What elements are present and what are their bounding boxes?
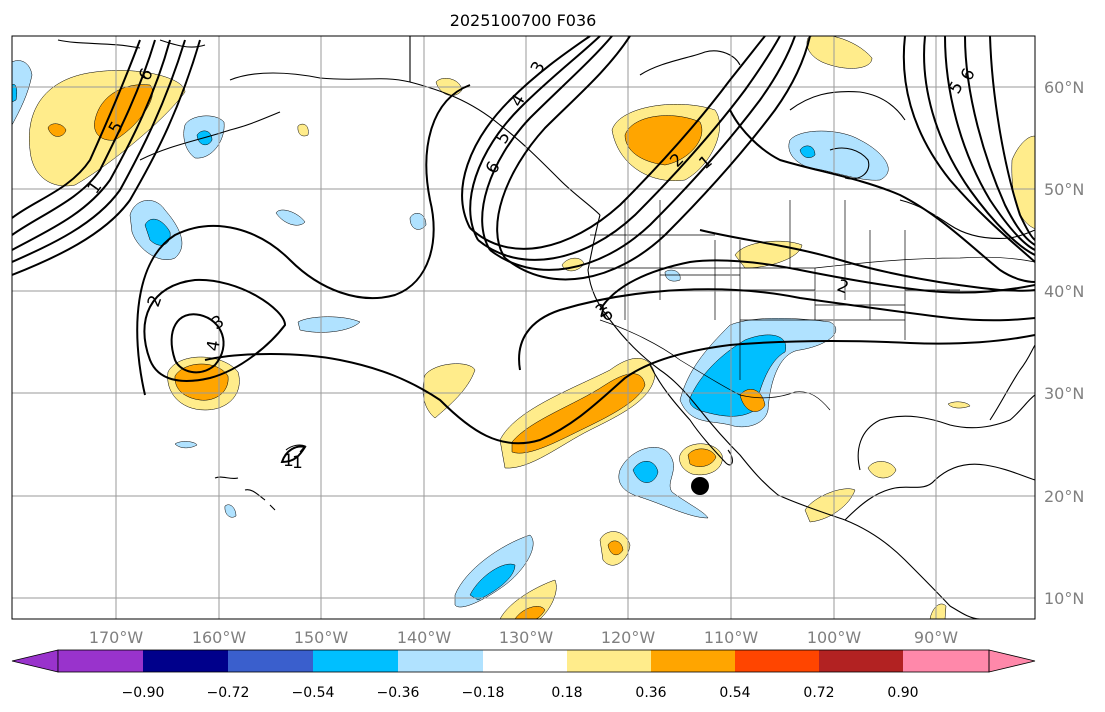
negative-anomaly-west-edge-core xyxy=(12,84,18,103)
map-area: 1 2 3 4 5 6 1 2 1 2 3 4 5 6 2 5 6 6 1 xyxy=(12,36,1035,619)
colorbar-tick: 0.90 xyxy=(887,685,918,701)
lon-label: 110°W xyxy=(704,628,759,647)
positive-anomaly-canada-core xyxy=(624,115,702,166)
colorbar-tick: 0.36 xyxy=(635,685,666,701)
longitude-labels: 170°W 160°W 150°W 140°W 130°W 120°W 110°… xyxy=(89,628,958,647)
positive-anomaly-gulf xyxy=(867,461,897,479)
positive-anomaly-bering-core xyxy=(94,84,153,141)
positive-anomaly-subtropical-band-core xyxy=(511,373,646,454)
colorbar-tick: −0.36 xyxy=(377,685,420,701)
lon-label: 160°W xyxy=(192,628,247,647)
contour-label: 1 xyxy=(292,453,303,473)
colorbar-segment xyxy=(398,650,483,672)
lon-label: 100°W xyxy=(807,628,862,647)
positive-anomaly-small-south-core xyxy=(607,540,624,556)
colorbar-segment xyxy=(143,650,228,672)
positive-anomaly-tiny-2 xyxy=(947,401,971,409)
lat-label: 40°N xyxy=(1044,282,1084,301)
negative-anomaly-small-island xyxy=(224,504,237,518)
negative-anomaly-west-edge xyxy=(12,60,33,126)
colorbar-extend-high xyxy=(988,649,1036,673)
lon-label: 150°W xyxy=(294,628,349,647)
negative-anomaly-small-4 xyxy=(664,269,681,282)
negative-anomaly-small-3 xyxy=(297,316,361,333)
colorbar: −0.90 −0.72 −0.54 −0.36 −0.18 0.18 0.36 … xyxy=(11,649,1036,701)
location-marker xyxy=(691,477,709,495)
positive-anomaly-tiny-1 xyxy=(297,123,309,137)
colorbar-segment xyxy=(483,650,567,672)
lon-label: 170°W xyxy=(89,628,144,647)
colorbar-tick: 0.18 xyxy=(551,685,582,701)
contour-label: 1 xyxy=(283,451,294,471)
positive-anomaly-bottom-right xyxy=(929,603,947,619)
colorbar-frame xyxy=(57,649,990,673)
lat-label: 10°N xyxy=(1044,589,1084,608)
positive-anomaly-bering-small xyxy=(47,123,67,137)
map-background xyxy=(12,36,1035,619)
negative-anomaly-hudson xyxy=(788,130,889,181)
colorbar-segment xyxy=(651,650,735,672)
colorbar-tick: −0.72 xyxy=(207,685,250,701)
colorbar-segment xyxy=(903,650,989,672)
figure-title: 2025100700 F036 xyxy=(450,11,597,30)
contour-label: 4 xyxy=(203,339,225,353)
colorbar-tick: 0.72 xyxy=(803,685,834,701)
positive-anomaly-baja-tip-core xyxy=(687,448,717,467)
lon-label: 120°W xyxy=(601,628,656,647)
colorbar-segment xyxy=(735,650,819,672)
colorbar-tick: −0.90 xyxy=(122,685,165,701)
negative-anomaly-small-1 xyxy=(275,209,306,226)
lon-label: 90°W xyxy=(914,628,958,647)
lat-label: 30°N xyxy=(1044,384,1084,403)
colorbar-segment xyxy=(567,650,651,672)
negative-anomaly-small-2 xyxy=(409,213,427,230)
colorbar-segment xyxy=(228,650,313,672)
lon-label: 140°W xyxy=(397,628,452,647)
colorbar-tick: −0.18 xyxy=(462,685,505,701)
negative-anomaly-far-south-core xyxy=(469,563,516,601)
contour-lines xyxy=(12,36,1035,464)
positive-anomaly-southwest-core xyxy=(739,389,766,412)
negative-anomaly-hawaii xyxy=(174,441,198,449)
negative-anomaly-hudson-core xyxy=(799,145,816,158)
lat-label: 50°N xyxy=(1044,180,1084,199)
colorbar-tick: −0.54 xyxy=(292,685,335,701)
colorbar-segment xyxy=(313,650,398,672)
lat-label: 60°N xyxy=(1044,78,1084,97)
negative-anomaly-tropical-core xyxy=(632,461,659,483)
map-frame xyxy=(11,35,1036,620)
colorbar-segment xyxy=(819,650,903,672)
colorbar-segment xyxy=(58,650,143,672)
positive-anomaly-small-mid xyxy=(422,363,476,419)
positive-anomaly-central-america xyxy=(804,488,856,523)
colorbar-extend-low xyxy=(11,649,59,673)
colorbar-tick: 0.54 xyxy=(719,685,750,701)
latitude-labels: 60°N 50°N 40°N 30°N 20°N 10°N xyxy=(1044,78,1084,608)
lat-label: 20°N xyxy=(1044,487,1084,506)
negative-anomaly-westpacific-core xyxy=(144,218,171,246)
positive-anomaly-north xyxy=(806,36,873,69)
lon-label: 130°W xyxy=(499,628,554,647)
